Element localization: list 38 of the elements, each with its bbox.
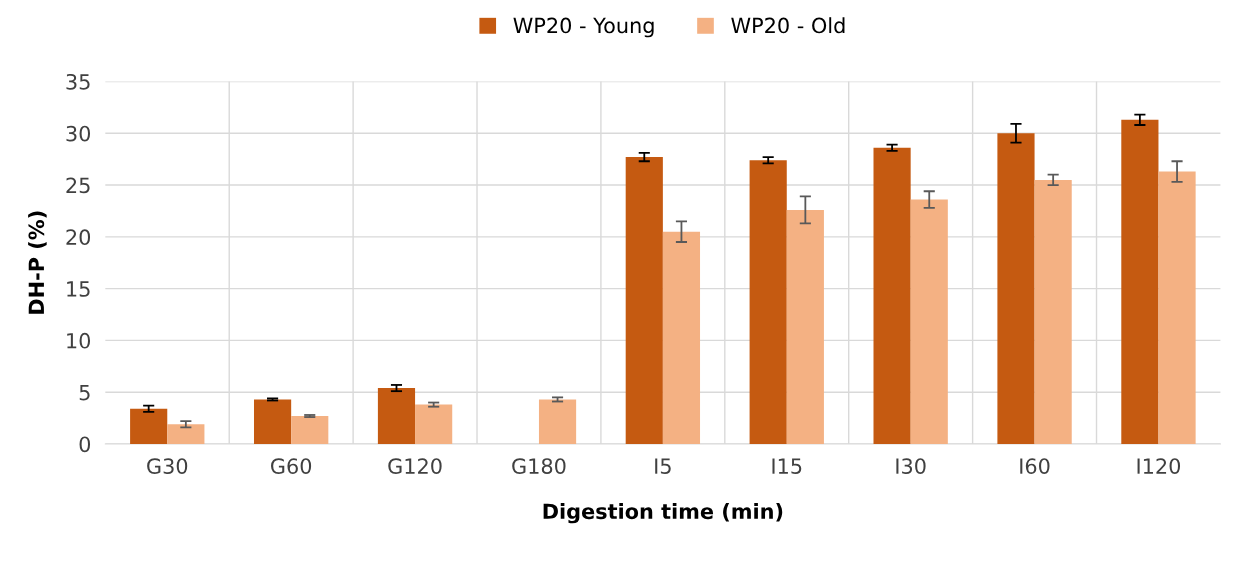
bar — [415, 404, 453, 444]
y-axis-title: DH-P (%) — [28, 211, 47, 314]
x-tick-label: G60 — [271, 458, 312, 474]
bar — [1121, 119, 1159, 444]
bar — [1158, 171, 1196, 444]
y-tick-label: 15 — [67, 281, 90, 297]
bar — [538, 399, 577, 444]
legend-label: WP20 - Young — [513, 17, 654, 38]
x-tick-label: G120 — [388, 458, 442, 474]
bar — [254, 399, 292, 444]
bar — [749, 160, 787, 444]
x-tick-label: I60 — [1020, 458, 1050, 474]
bar — [997, 133, 1035, 444]
bar — [873, 147, 911, 444]
bar — [291, 416, 329, 444]
x-tick-label: I30 — [896, 458, 926, 474]
x-tick-label: G180 — [512, 458, 566, 474]
y-tick-label: 30 — [66, 125, 91, 142]
bar — [910, 199, 948, 444]
x-tick-label: I15 — [772, 458, 802, 474]
x-tick-label: I5 — [655, 458, 671, 474]
bar — [1034, 179, 1072, 444]
bar — [625, 157, 663, 444]
y-tick-label: 0 — [79, 436, 91, 453]
y-tick-label: 35 — [66, 73, 90, 90]
bar — [130, 408, 168, 444]
x-tick-label: G30 — [147, 458, 188, 474]
bar — [786, 209, 824, 444]
bar — [662, 231, 701, 444]
bar — [377, 388, 416, 444]
y-tick-label: 5 — [79, 384, 90, 401]
legend-label: WP20 - Old — [731, 17, 845, 34]
y-tick-label: 10 — [67, 332, 91, 349]
bar — [167, 424, 205, 444]
y-tick-label: 20 — [66, 229, 91, 246]
x-axis-title: Digestion time (min) — [543, 503, 783, 524]
x-tick-label: I120 — [1137, 458, 1181, 474]
y-tick-label: 25 — [66, 177, 90, 194]
